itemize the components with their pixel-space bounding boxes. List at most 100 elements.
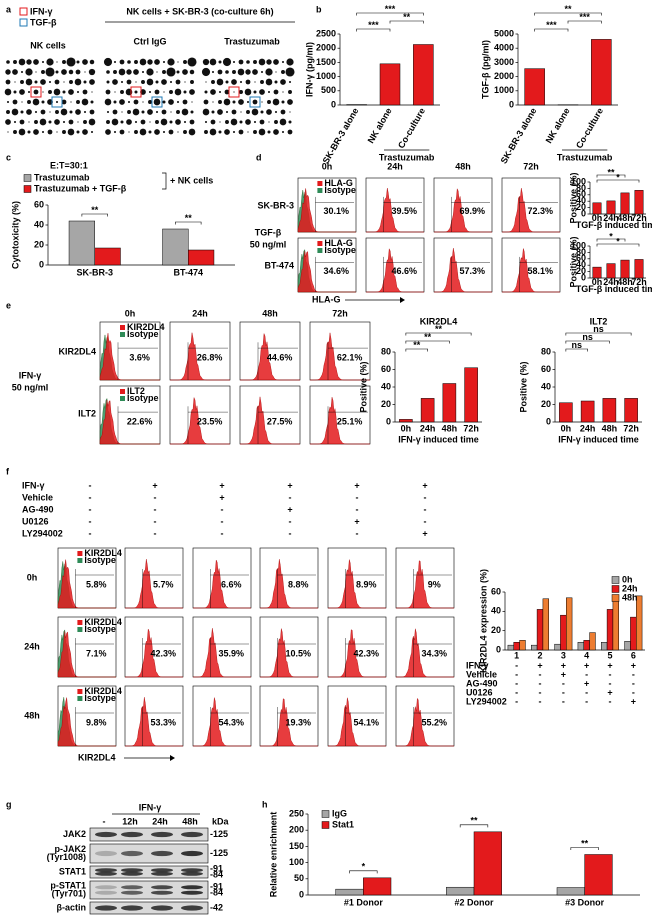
blot-dot — [211, 80, 215, 84]
legend-label: Isotype — [84, 693, 116, 703]
bar — [612, 598, 620, 651]
significance-bracket — [567, 20, 602, 24]
bar — [630, 616, 637, 651]
treatment-sign: - — [221, 504, 224, 514]
significance-label: *** — [546, 20, 557, 30]
blot-dot — [204, 120, 208, 124]
blot-dot — [154, 89, 160, 95]
significance-label: * — [609, 231, 613, 241]
bar — [624, 398, 638, 423]
blot-dot — [267, 90, 271, 94]
blot-dot — [32, 98, 40, 106]
blot-dot — [25, 68, 33, 76]
blot-dot — [63, 81, 65, 83]
percent-label: 6.6% — [221, 580, 242, 590]
blot-dot — [133, 69, 139, 75]
blot-dot — [240, 111, 242, 113]
blot-dot — [47, 99, 53, 105]
blot-dot — [266, 59, 272, 65]
bar — [513, 642, 520, 651]
treatment-sign: + — [584, 660, 589, 670]
y-tick-label: 60 — [381, 364, 391, 374]
percent-label: 3.6% — [129, 352, 150, 362]
blot-dot — [128, 131, 130, 133]
treatment-name: AG-490 — [22, 504, 54, 514]
blot-dot — [218, 100, 222, 104]
treatment-sign: - — [632, 687, 635, 697]
y-tick-label: 20 — [381, 399, 391, 409]
blot-dot — [253, 60, 257, 64]
kda-marker: -125 — [210, 848, 228, 858]
bar — [413, 44, 434, 106]
y-tick-label: 2000 — [316, 43, 336, 53]
percent-label: 46.6% — [392, 266, 418, 276]
percent-label: 5.7% — [153, 580, 174, 590]
treatment-name: Vehicle — [22, 492, 53, 502]
legend-swatch — [77, 620, 83, 625]
y-tick-label: 60 — [576, 253, 586, 263]
treatment-sign: + — [219, 492, 224, 502]
bar — [399, 419, 413, 423]
blot-dot — [83, 110, 87, 114]
bar — [559, 402, 573, 423]
treatment-name: IFN-γ — [22, 480, 45, 490]
bar — [592, 202, 602, 215]
blot-dot — [147, 109, 153, 115]
blot-dot — [148, 100, 152, 104]
histogram-frame — [501, 237, 561, 293]
panel-letter: h — [262, 799, 268, 809]
percent-label: 53.3% — [151, 718, 177, 728]
significance-bracket — [405, 340, 450, 344]
blot-dot — [210, 119, 216, 125]
blot-dot — [156, 71, 158, 73]
legend-label: IFN-γ — [30, 6, 53, 16]
blot-dot — [21, 101, 23, 103]
row-label: (Tyr1008) — [47, 852, 86, 862]
blot-dot — [287, 99, 293, 105]
blot-dot — [35, 71, 37, 73]
row-label: (Tyr701) — [52, 888, 86, 898]
blot-dot — [42, 91, 44, 93]
time-label: 24h — [387, 161, 403, 171]
x-tick-label: 4 — [584, 650, 589, 660]
blot-label: Trastuzumab — [224, 36, 280, 46]
y-axis-label: KIR2DL4 expression (%) — [478, 569, 488, 673]
legend-swatch — [120, 332, 125, 337]
blot-dot — [274, 120, 278, 124]
percent-label: 44.6% — [267, 352, 293, 362]
treatment-label: 50 ng/ml — [250, 239, 287, 249]
x-tick-label: 24h — [420, 423, 436, 433]
blot-dot — [265, 68, 273, 76]
blot-dot — [77, 121, 79, 123]
time-label: 24h — [192, 308, 208, 318]
lane-label: - — [103, 816, 106, 826]
histogram — [99, 333, 160, 381]
histogram — [260, 698, 318, 747]
blot-dot — [53, 88, 61, 96]
percent-label: 9.8% — [86, 718, 107, 728]
treatment-sign: - — [585, 669, 588, 679]
histogram — [434, 188, 492, 233]
treatment-sign: - — [154, 516, 157, 526]
legend-swatch — [120, 389, 125, 394]
blot-dot — [169, 80, 173, 84]
treatment-sign: + — [287, 504, 292, 514]
blot-dot — [34, 110, 38, 114]
x-tick-label: 72h — [631, 277, 647, 287]
y-tick-label: 500 — [321, 85, 336, 95]
percent-label: 42.3% — [354, 649, 380, 659]
blot-dot — [33, 59, 39, 65]
legend-swatch — [321, 810, 330, 818]
y-tick-label: 80 — [541, 346, 551, 356]
blot-dot — [127, 110, 131, 114]
blot-dot — [62, 120, 66, 124]
histogram-frame — [309, 385, 371, 445]
blot-dot — [211, 110, 215, 114]
lane-label: 24h — [152, 816, 168, 826]
blot-dot — [212, 101, 214, 103]
blot-dot — [216, 78, 224, 86]
highlight-box — [228, 86, 240, 98]
kda-marker: -125 — [210, 829, 228, 839]
histogram — [125, 697, 183, 747]
